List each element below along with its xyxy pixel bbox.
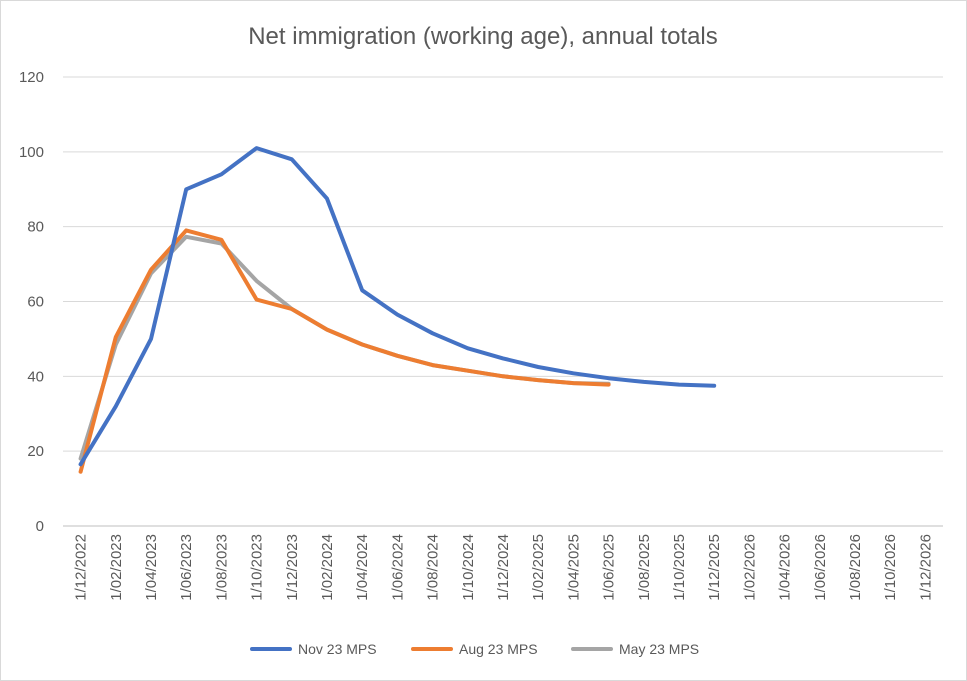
x-tick-label: 1/02/2024: [319, 534, 336, 601]
series-lines: [78, 146, 717, 474]
y-tick-label: 0: [36, 518, 44, 535]
legend-label: Nov 23 MPS: [298, 641, 377, 657]
series-line-aug-23-mps: [78, 228, 611, 474]
x-tick-label: 1/04/2024: [354, 534, 371, 601]
x-tick-label: 1/12/2022: [73, 534, 90, 601]
legend-label: May 23 MPS: [619, 641, 699, 657]
gridlines: [63, 76, 943, 527]
y-tick-label: 20: [27, 443, 44, 460]
y-tick-label: 40: [27, 368, 44, 385]
legend: Nov 23 MPS Aug 23 MPS May 23 MPS: [250, 641, 699, 657]
legend-label: Aug 23 MPS: [459, 641, 538, 657]
x-tick-label: 1/12/2025: [706, 534, 723, 601]
x-tick-label: 1/08/2024: [425, 534, 442, 601]
x-tick-label: 1/10/2026: [882, 534, 899, 601]
y-tick-label: 120: [19, 69, 44, 86]
x-tick-label: 1/04/2026: [777, 534, 794, 601]
x-tick-label: 1/08/2026: [847, 534, 864, 601]
x-tick-label: 1/02/2025: [530, 534, 547, 601]
y-tick-label: 100: [19, 144, 44, 161]
x-tick-label: 1/06/2025: [601, 534, 618, 601]
series-line-may-23-mps: [78, 234, 611, 461]
x-tick-label: 1/12/2023: [284, 534, 301, 601]
x-tick-label: 1/06/2024: [389, 534, 406, 601]
x-tick-label: 1/10/2025: [671, 534, 688, 601]
x-tick-label: 1/04/2023: [143, 534, 160, 601]
x-tick-label: 1/02/2026: [741, 534, 758, 601]
x-tick-label: 1/02/2023: [108, 534, 125, 601]
x-tick-label: 1/10/2023: [249, 534, 266, 601]
x-tick-label: 1/12/2024: [495, 534, 512, 601]
x-tick-label: 1/12/2026: [917, 534, 934, 601]
x-tick-label: 1/08/2023: [213, 534, 230, 601]
x-tick-label: 1/10/2024: [460, 534, 477, 601]
chart-title: Net immigration (working age), annual to…: [248, 23, 718, 50]
y-tick-label: 60: [27, 294, 44, 311]
x-tick-label: 1/04/2025: [565, 534, 582, 601]
x-tick-label: 1/06/2026: [812, 534, 829, 601]
x-tick-label: 1/08/2025: [636, 534, 653, 601]
y-tick-label: 80: [27, 219, 44, 236]
x-axis: 1/12/2022 1/02/2023 1/04/2023 1/06/2023 1/08…: [63, 525, 943, 601]
y-axis: 0 20 40 60 80 100 120: [19, 69, 44, 535]
series-line-nov-23-mps: [78, 146, 717, 467]
x-tick-label: 1/06/2023: [178, 534, 195, 601]
